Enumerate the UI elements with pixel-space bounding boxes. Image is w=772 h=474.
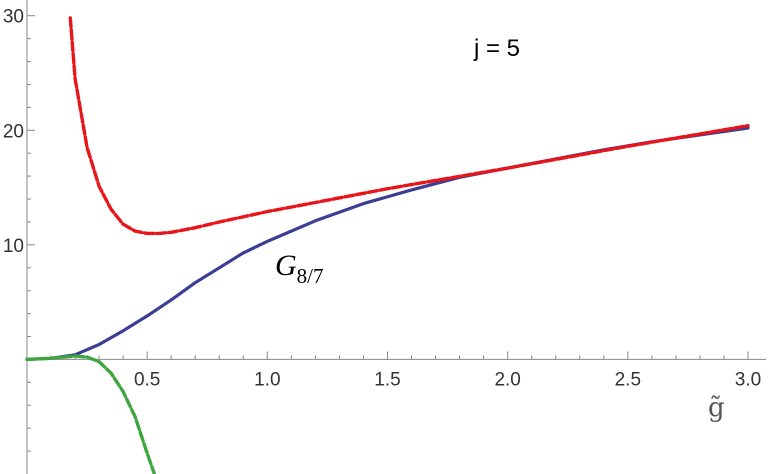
series-line-3 [25,354,157,474]
y-tick-label: 20 [3,121,24,142]
x-tick-label: 2.5 [615,369,641,390]
y-tick-label: 10 [3,236,24,257]
series-layer [25,16,750,474]
curve-label: G8/7 [275,249,324,288]
ticks: 0.5 1.0 1.5 2.0 2.5 3.0 10 20 30 [3,7,761,452]
x-axis-label: g̃ [708,393,725,423]
curve-label-main: G [275,249,297,282]
x-tick-label: 0.5 [134,369,160,390]
annotation-j: j = 5 [473,35,520,62]
series-line-2 [68,16,750,236]
x-tick-label: 2.0 [494,369,520,390]
axes [26,0,766,474]
series-line-1 [25,126,750,361]
x-tick-label: 1.5 [374,369,400,390]
y-tick-label: 30 [3,7,24,28]
x-tick-label: 3.0 [735,369,761,390]
curve-label-sub: 8/7 [297,264,324,288]
x-tick-label: 1.0 [254,369,280,390]
